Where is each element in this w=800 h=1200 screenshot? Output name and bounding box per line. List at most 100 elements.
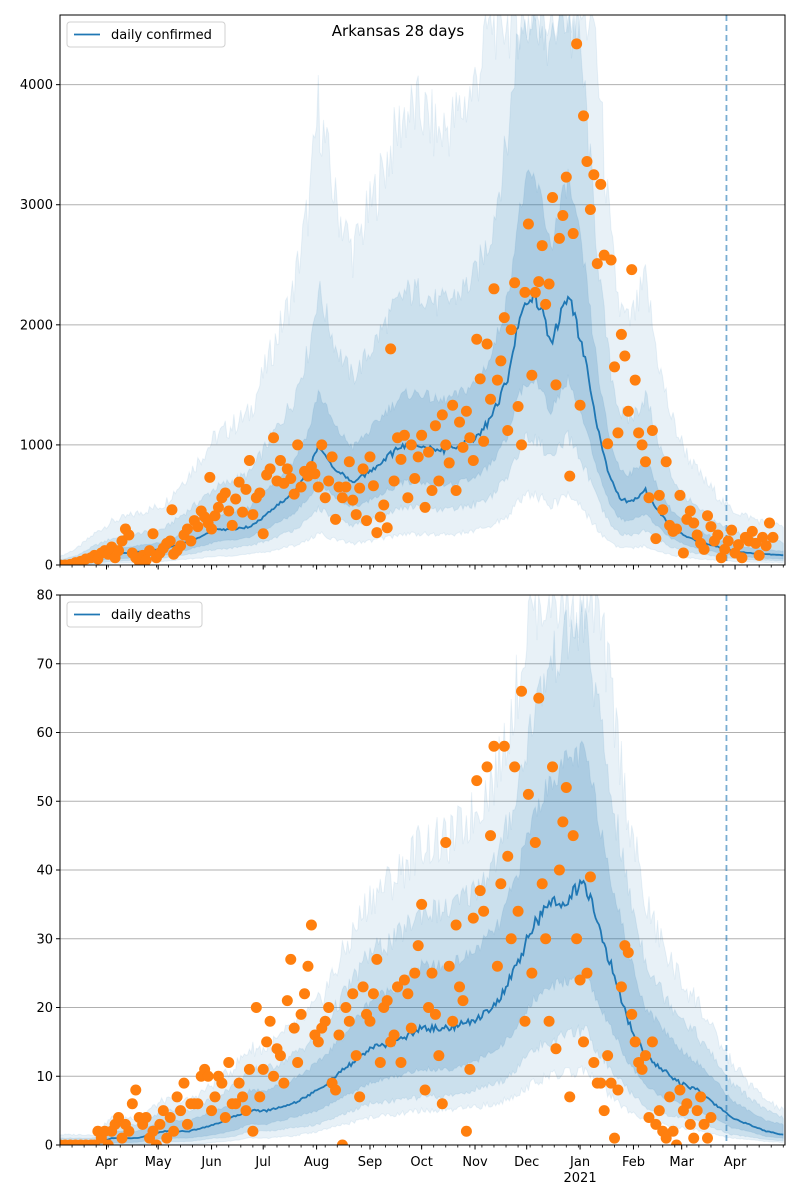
observed-point [547, 192, 559, 204]
observed-point [102, 1139, 114, 1145]
observed-point [488, 283, 500, 295]
x-tick-label: Dec [514, 1155, 539, 1170]
observed-point [688, 1132, 700, 1144]
y-tick-label: 4000 [20, 78, 53, 93]
observed-point [629, 374, 641, 386]
observed-point [674, 1084, 686, 1096]
observed-point [540, 298, 552, 310]
observed-point [746, 525, 758, 537]
observed-point [226, 519, 238, 531]
observed-point [595, 178, 607, 190]
observed-point [615, 981, 627, 993]
observed-point [116, 1132, 128, 1144]
x-tick-label: Apr [724, 1155, 747, 1170]
observed-point [206, 1105, 218, 1117]
observed-point [533, 692, 545, 704]
y-tick-label: 70 [36, 657, 53, 672]
observed-point [223, 505, 235, 517]
observed-point [478, 435, 490, 447]
x-tick-label: Apr [95, 1155, 118, 1170]
observed-point [440, 439, 452, 451]
observed-point [615, 328, 627, 340]
uncertainty-band-band95 [60, 15, 784, 565]
observed-point [471, 333, 483, 345]
y-tick-label: 0 [45, 559, 53, 574]
observed-point [491, 960, 503, 972]
observed-point [619, 350, 631, 362]
observed-point [550, 379, 562, 391]
observed-point [264, 463, 276, 475]
y-tick-label: 80 [36, 589, 53, 604]
observed-point [567, 228, 579, 240]
observed-point [357, 463, 369, 475]
legend: daily deaths [66, 601, 203, 628]
observed-point [450, 919, 462, 931]
x-tick-label: Oct [410, 1155, 432, 1170]
observed-point [426, 967, 438, 979]
observed-point [460, 405, 472, 417]
observed-point [567, 830, 579, 842]
observed-point [516, 685, 528, 697]
observed-point [564, 470, 576, 482]
observed-point [285, 473, 297, 485]
observed-point [367, 480, 379, 492]
observed-point [392, 981, 404, 993]
observed-point [702, 510, 714, 522]
observed-point [609, 361, 621, 373]
deaths-panel: 0 10 20 30 40 50 60 70 80 Apr May Jun Jul Aug Sep Oct No… [36, 589, 786, 1186]
x-tick-label: Feb [622, 1155, 645, 1170]
observed-point [757, 531, 769, 543]
observed-point [509, 761, 521, 773]
observed-point [416, 429, 428, 441]
observed-point [140, 554, 152, 565]
observed-point [643, 492, 655, 504]
legend-label: daily deaths [111, 608, 191, 623]
observed-point [540, 933, 552, 945]
uncertainty-band-band50 [60, 740, 784, 1145]
observed-point [164, 1112, 176, 1123]
median-line [60, 878, 784, 1145]
observed-point [726, 524, 738, 536]
observed-point [464, 1063, 476, 1075]
observed-point [340, 481, 352, 493]
x-tick-label: Mar [669, 1155, 694, 1170]
observed-point [423, 1002, 435, 1013]
observed-point [602, 438, 614, 450]
observed-point [467, 912, 479, 924]
observed-point [426, 485, 438, 497]
observed-point [312, 481, 324, 493]
observed-point [481, 761, 493, 773]
observed-point [326, 451, 338, 463]
observed-point [450, 485, 462, 497]
observed-point [299, 988, 311, 1000]
observed-point [219, 1112, 231, 1123]
observed-point [147, 528, 159, 540]
observed-point [553, 232, 565, 244]
observed-point [657, 504, 669, 516]
observed-point [715, 552, 727, 564]
observed-point [674, 489, 686, 501]
x-tick-label: Nov [462, 1155, 488, 1170]
observed-point [412, 451, 424, 463]
observed-point [643, 1112, 655, 1123]
confirmed-panel: 0 1000 2000 3000 4000 daily confirmed [20, 14, 786, 574]
observed-point [175, 540, 187, 552]
y-tick-label: 1000 [20, 438, 53, 453]
observed-point [584, 204, 596, 216]
observed-point [281, 463, 293, 475]
observed-point [257, 528, 269, 540]
observed-point [157, 1105, 169, 1117]
observed-point [312, 1036, 324, 1048]
observed-point [526, 967, 538, 979]
observed-point [505, 324, 517, 336]
observed-point [622, 405, 634, 417]
observed-point [154, 1118, 166, 1130]
observed-point [398, 429, 410, 441]
y-tick-label: 50 [36, 795, 53, 810]
observed-point [381, 522, 393, 534]
observed-point [323, 1002, 335, 1013]
y-tick-label: 2000 [20, 318, 53, 333]
observed-point [443, 960, 455, 972]
observed-point [347, 494, 359, 506]
